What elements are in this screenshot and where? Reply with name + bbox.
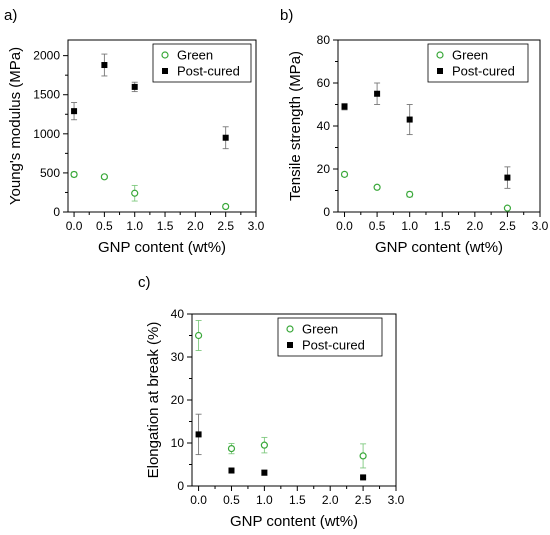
x-tick-label: 2.0 (466, 219, 483, 233)
x-tick-label: 0.5 (223, 493, 240, 507)
x-tick-label: 1.5 (434, 219, 451, 233)
data-point (373, 183, 381, 191)
x-tick-label: 0.0 (190, 493, 207, 507)
legend-marker-green (161, 51, 169, 59)
data-point (194, 331, 203, 340)
y-tick-label: 20 (171, 393, 185, 407)
legend-marker-post-cured (162, 68, 168, 74)
series-green (194, 320, 367, 469)
x-tick-label: 1.5 (157, 219, 174, 233)
y-tick-label: 80 (317, 33, 331, 47)
x-axis-title: GNP content (wt%) (230, 513, 358, 530)
data-point (195, 431, 202, 438)
data-point (406, 116, 413, 123)
y-tick-label: 1000 (33, 127, 60, 141)
legend-marker-green (436, 51, 444, 59)
data-point (101, 62, 108, 69)
y-tick-label: 30 (171, 350, 185, 364)
x-tick-label: 2.5 (355, 493, 372, 507)
y-tick-label: 60 (317, 76, 331, 90)
y-tick-label: 2000 (33, 49, 60, 63)
x-tick-label: 2.0 (322, 493, 339, 507)
legend-marker-post-cured (437, 68, 443, 74)
y-tick-label: 1500 (33, 88, 60, 102)
legend-label: Post-cured (302, 338, 365, 353)
legend-box (427, 43, 529, 83)
data-point (503, 204, 512, 212)
legend-label: Green (452, 48, 488, 63)
data-point (131, 189, 139, 197)
x-tick-label: 0.0 (66, 219, 83, 233)
y-axis-title: Elongation at break (%) (145, 322, 162, 479)
series-green (340, 170, 512, 212)
chart-panel-1: a) 0.0 0.5 1.0 1.5 2.0 2.5 3.0 0 500 1000 1500 2000 G… (4, 7, 265, 256)
y-tick-label: 0 (323, 205, 330, 219)
data-point (360, 474, 367, 481)
series-post-cured (195, 413, 367, 481)
chart-panel-2: b) 0.0 0.5 1.0 1.5 2.0 2.5 3.0 0 20 40 60 80 GNP cont… (280, 7, 549, 256)
y-tick-label: 20 (317, 162, 331, 176)
series-green (70, 170, 230, 211)
legend-label: Green (302, 322, 338, 337)
y-axis-title: Young's modulus (MPa) (7, 47, 24, 205)
data-point (340, 170, 349, 178)
y-tick-label: 10 (171, 436, 185, 450)
data-point (261, 469, 268, 476)
x-tick-label: 1.5 (289, 493, 306, 507)
legend-marker-post-cured (287, 342, 293, 348)
y-tick-label: 0 (53, 205, 60, 219)
y-tick-label: 0 (177, 479, 184, 493)
x-tick-label: 0.5 (369, 219, 386, 233)
data-point (341, 103, 348, 110)
data-point (100, 173, 108, 181)
y-tick-label: 40 (317, 119, 331, 133)
series-post-cured (341, 82, 511, 189)
data-point (131, 83, 138, 90)
x-tick-label: 2.5 (499, 219, 516, 233)
plot-frame (67, 39, 257, 213)
x-tick-label: 1.0 (126, 219, 143, 233)
y-axis-title: Tensile strength (MPa) (287, 51, 304, 201)
x-tick-label: 1.0 (256, 493, 273, 507)
data-point (504, 174, 511, 181)
legend-label: Green (177, 48, 213, 63)
y-tick-label: 500 (40, 166, 60, 180)
data-point (359, 452, 367, 460)
x-tick-label: 3.0 (388, 493, 405, 507)
x-tick-label: 0.0 (336, 219, 353, 233)
data-point (71, 108, 78, 115)
data-point (227, 444, 236, 453)
x-axis-title: GNP content (wt%) (98, 239, 226, 256)
data-point (228, 467, 235, 474)
x-tick-label: 2.0 (187, 219, 204, 233)
series-post-cured (71, 53, 229, 150)
legend-box (152, 43, 252, 83)
y-tick-label: 40 (171, 307, 185, 321)
data-point (222, 202, 230, 211)
legend-box (277, 317, 383, 357)
legend-label: Post-cured (452, 64, 515, 79)
chart-panel-3: c) 0.0 0.5 1.0 1.5 2.0 2.5 3.0 0 10 20 30 40 GNP cont… (138, 274, 405, 530)
panel-label: c) (138, 274, 151, 291)
x-tick-label: 3.0 (532, 219, 549, 233)
panel-label: b) (280, 7, 293, 24)
x-tick-label: 1.0 (401, 219, 418, 233)
x-tick-label: 3.0 (248, 219, 265, 233)
x-axis-title: GNP content (wt%) (375, 239, 503, 256)
data-point (260, 441, 268, 449)
x-tick-label: 2.5 (217, 219, 234, 233)
panel-label: a) (4, 7, 17, 24)
data-point (374, 90, 381, 97)
legend-marker-green (286, 325, 294, 333)
x-tick-label: 0.5 (96, 219, 113, 233)
data-point (406, 190, 414, 198)
data-point (70, 170, 78, 179)
data-point (222, 134, 229, 141)
legend-label: Post-cured (177, 64, 240, 79)
